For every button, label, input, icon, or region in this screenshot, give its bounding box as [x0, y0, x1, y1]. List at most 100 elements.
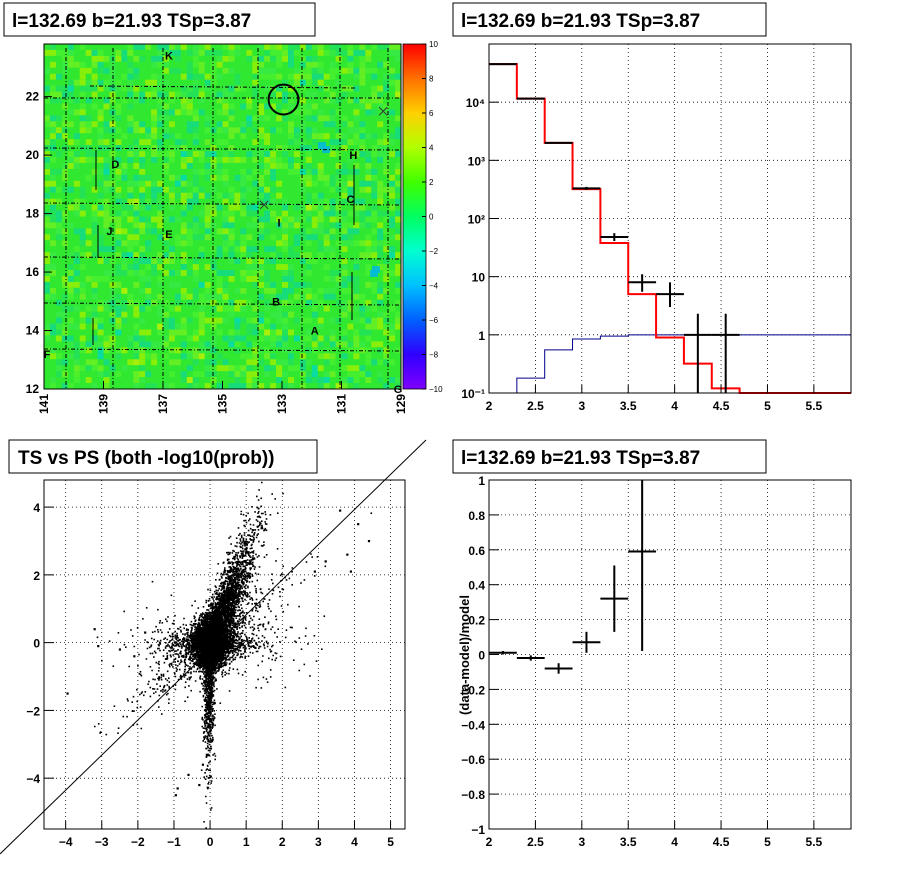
map-pixel [335, 281, 342, 288]
map-pixel [91, 49, 98, 56]
map-pixel [145, 228, 152, 235]
map-pixel [395, 281, 402, 288]
map-pixel [79, 281, 86, 288]
map-pixel [50, 198, 56, 205]
map-pixel [204, 192, 211, 199]
map-pixel [115, 192, 122, 199]
map-pixel [216, 174, 223, 181]
map-pixel [240, 210, 247, 217]
map-pixel [329, 341, 336, 348]
map-pixel [180, 270, 187, 276]
map-pixel [246, 323, 253, 330]
map-pixel [91, 151, 98, 157]
map-pixel [329, 115, 336, 122]
map-pixel [133, 359, 140, 366]
map-pixel [55, 168, 62, 175]
map-pixel [282, 151, 288, 157]
map-pixel [365, 97, 372, 104]
map-pixel [204, 264, 211, 270]
map-pixel [121, 55, 128, 62]
map-pixel [50, 49, 56, 56]
map-pixel [210, 299, 217, 306]
map-pixel [186, 335, 193, 342]
map-pixel [198, 157, 205, 163]
map-pixel [240, 317, 247, 324]
map-pixel [383, 109, 390, 116]
map-pixel [145, 264, 152, 270]
map-pixel [55, 365, 62, 372]
map-pixel [127, 157, 134, 163]
map-pixel [377, 287, 384, 294]
map-pixel [192, 329, 199, 336]
map-pixel [85, 85, 92, 92]
map-pixel [371, 133, 378, 140]
map-pixel [163, 44, 169, 50]
map-pixel [210, 293, 217, 300]
map-pixel [55, 151, 62, 157]
map-pixel [240, 121, 247, 128]
map-pixel [365, 49, 372, 56]
map-pixel [85, 341, 92, 348]
map-pixel [127, 61, 134, 68]
map-pixel [264, 210, 271, 217]
map-pixel [329, 317, 336, 324]
map-pixel [228, 365, 235, 372]
map-pixel [192, 347, 199, 354]
map-pixel [139, 44, 146, 50]
map-pixel [282, 270, 288, 276]
map-pixel [258, 323, 265, 330]
map-pixel [97, 67, 104, 74]
map-pixel [222, 67, 229, 74]
map-pixel [204, 293, 211, 300]
map-pixel [157, 222, 164, 229]
map-pixel [91, 287, 98, 294]
map-pixel [335, 198, 342, 205]
map-pixel [204, 365, 211, 372]
map-pixel [67, 151, 74, 157]
map-pixel [288, 216, 294, 223]
map-pixel [67, 121, 74, 128]
map-pixel [234, 329, 241, 336]
map-pixel [270, 127, 277, 134]
map-pixel [73, 79, 80, 86]
y-tick-label: 18 [26, 207, 40, 221]
map-pixel [50, 115, 56, 122]
map-pixel [139, 139, 146, 146]
x-tick-label: 3 [578, 835, 585, 849]
map-pixel [389, 329, 396, 336]
map-pixel [288, 281, 294, 288]
map-pixel [282, 287, 288, 294]
map-pixel [163, 163, 169, 169]
map-pixel [192, 287, 199, 294]
map-pixel [103, 228, 110, 235]
scatter-point [97, 645, 100, 648]
map-pixel [395, 252, 402, 259]
map-pixel [210, 305, 217, 312]
map-pixel [198, 234, 205, 241]
map-pixel [151, 383, 158, 389]
map-pixel [222, 299, 229, 306]
map-pixel [127, 335, 134, 342]
map-pixel [115, 329, 122, 336]
map-pixel [246, 97, 253, 104]
map-source-label: C [346, 194, 354, 206]
map-pixel [258, 311, 265, 318]
map-pixel [335, 317, 342, 324]
map-pixel [121, 204, 128, 211]
map-pixel [85, 157, 92, 163]
map-pixel [50, 174, 56, 181]
map-pixel [317, 341, 324, 348]
map-pixel [246, 270, 253, 276]
map-pixel [252, 305, 259, 312]
map-pixel [311, 293, 318, 300]
map-pixel [341, 67, 348, 74]
map-pixel [347, 85, 354, 92]
map-pixel [157, 216, 164, 223]
map-pixel [335, 222, 342, 229]
map-pixel [371, 180, 378, 187]
map-pixel [115, 139, 122, 146]
map-pixel [216, 287, 223, 294]
map-pixel [151, 127, 158, 134]
map-pixel [270, 216, 277, 223]
